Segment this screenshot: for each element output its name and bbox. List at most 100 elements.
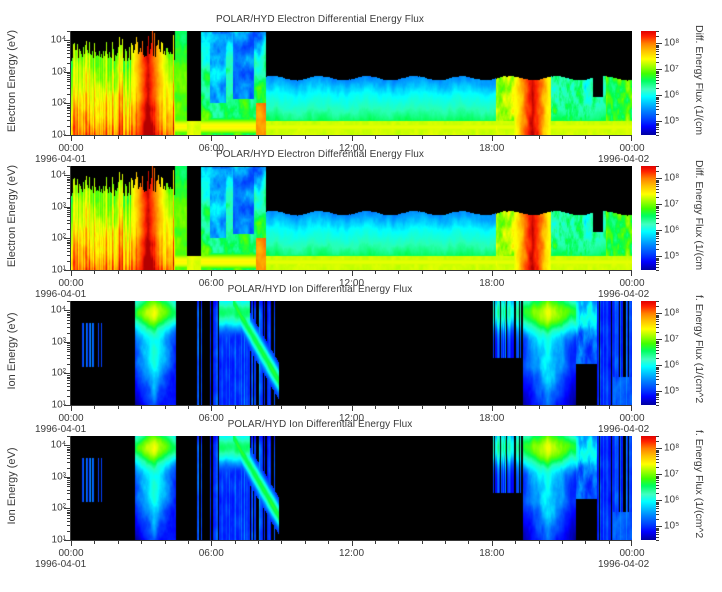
colorbar-minor-tick (656, 405, 659, 406)
x-axis-minor-tick (165, 271, 166, 274)
x-axis-minor-tick (141, 271, 142, 274)
y-axis-minor-tick (67, 320, 71, 321)
colorbar-minor-tick (656, 350, 659, 351)
y-axis-minor-tick (67, 323, 71, 324)
colorbar-tick-label: 10⁸ (664, 172, 680, 184)
y-axis-minor-tick (67, 462, 71, 463)
colorbar-minor-tick (656, 316, 659, 317)
y-axis-tick-label: 10⁴ (50, 34, 66, 46)
colorbar-minor-tick (656, 103, 659, 104)
colorbar-major-tick (656, 474, 662, 475)
colorbar (641, 301, 656, 405)
colorbar-minor-tick (656, 343, 659, 344)
colorbar-minor-tick (656, 57, 659, 58)
colorbar-minor-tick (656, 88, 659, 89)
colorbar-minor-tick (656, 71, 659, 72)
colorbar-tick-label: 10⁸ (664, 37, 680, 49)
y-axis-major-tick (64, 238, 71, 239)
colorbar-minor-tick (656, 109, 659, 110)
x-axis-major-tick (352, 271, 353, 276)
colorbar-minor-tick (656, 504, 659, 505)
x-axis-minor-tick (118, 406, 119, 409)
y-axis-tick-label: 10³ (51, 336, 66, 348)
colorbar-minor-tick (656, 519, 659, 520)
x-axis-minor-tick (165, 541, 166, 544)
colorbar-minor-tick (656, 99, 659, 100)
x-axis-minor-tick (165, 406, 166, 409)
x-axis-tick-label: 06:00 (198, 413, 224, 424)
x-axis-tick-label: 12:00 (338, 278, 365, 289)
y-axis-tick-label: 10² (51, 367, 66, 379)
colorbar-minor-tick (656, 514, 659, 515)
x-axis-minor-tick (515, 541, 516, 544)
x-axis-minor-tick (165, 136, 166, 139)
y-axis-minor-tick (67, 349, 71, 350)
y-axis-major-tick (64, 373, 71, 374)
y-axis-minor-tick (67, 251, 71, 252)
colorbar-minor-tick (656, 135, 659, 136)
x-axis-minor-tick (609, 406, 610, 409)
x-axis-major-tick (71, 541, 72, 546)
y-axis-minor-tick (67, 317, 71, 318)
x-axis-minor-tick (422, 541, 423, 544)
panel-4-ion: POLAR/HYD Ion Differential Energy Flux Io… (0, 419, 722, 570)
y-axis-minor-tick (67, 396, 71, 397)
x-axis-major-tick (492, 541, 493, 546)
x-axis-minor-tick (94, 136, 95, 139)
x-axis-major-tick (631, 136, 632, 141)
y-axis-minor-tick (67, 255, 71, 256)
x-axis-line (71, 540, 632, 541)
y-axis-tick-label: 10³ (51, 66, 66, 78)
y-axis-minor-tick (67, 108, 71, 109)
y-axis-minor-tick (67, 345, 71, 346)
colorbar-minor-tick (656, 478, 659, 479)
panel-title: POLAR/HYD Electron Differential Energy F… (215, 149, 425, 160)
colorbar-minor-tick (656, 393, 659, 394)
x-axis-tick-label: 00:00 (619, 278, 645, 289)
x-axis-minor-tick (141, 541, 142, 544)
panel-title: POLAR/HYD Electron Differential Energy F… (215, 14, 425, 25)
y-axis-minor-tick (67, 63, 71, 64)
y-axis-tick-label: 10¹ (51, 129, 66, 141)
y-axis-minor-tick (67, 208, 71, 209)
colorbar-minor-tick (656, 530, 659, 531)
colorbar-tick-label: 10⁵ (664, 115, 680, 127)
colorbar-major-tick (656, 339, 662, 340)
x-axis-minor-tick (328, 541, 329, 544)
x-axis-tick-label: 00:00 (58, 548, 84, 559)
y-axis-tick-label: 10¹ (51, 534, 66, 546)
x-axis-minor-tick (235, 136, 236, 139)
y-axis-major-tick (64, 270, 71, 271)
y-axis-minor-tick (67, 347, 71, 348)
x-axis-minor-tick (281, 271, 282, 274)
x-axis-tick-label: 00:00 (619, 548, 645, 559)
x-axis-minor-tick (585, 136, 586, 139)
x-axis-minor-tick (94, 271, 95, 274)
spectrogram-canvas (71, 166, 632, 270)
y-axis-minor-tick (67, 390, 71, 391)
x-axis-line (71, 270, 632, 271)
colorbar-major-tick (656, 448, 662, 449)
colorbar-tick-label: 10⁵ (664, 520, 680, 532)
y-axis-minor-tick (67, 75, 71, 76)
spectrogram-plot-area (71, 31, 632, 135)
x-axis-minor-tick (562, 271, 563, 274)
colorbar-minor-tick (656, 54, 659, 55)
x-axis-major-tick (492, 136, 493, 141)
colorbar-major-tick (656, 391, 662, 392)
y-axis-tick-label: 10⁴ (50, 169, 66, 181)
x-axis-minor-tick (328, 136, 329, 139)
y-axis-minor-tick (67, 493, 71, 494)
colorbar-minor-tick (656, 394, 659, 395)
y-axis-minor-tick (67, 314, 71, 315)
colorbar-minor-tick (656, 45, 659, 46)
y-axis-minor-tick (67, 126, 71, 127)
colorbar-minor-tick (656, 317, 659, 318)
y-axis-major-tick (64, 72, 71, 73)
x-axis-minor-tick (258, 271, 259, 274)
colorbar-minor-tick (656, 395, 659, 396)
colorbar-minor-tick (656, 399, 659, 400)
x-axis-tick-label: 06:00 (198, 548, 224, 559)
colorbar-minor-tick (656, 123, 659, 124)
y-axis-major-tick (64, 477, 71, 478)
